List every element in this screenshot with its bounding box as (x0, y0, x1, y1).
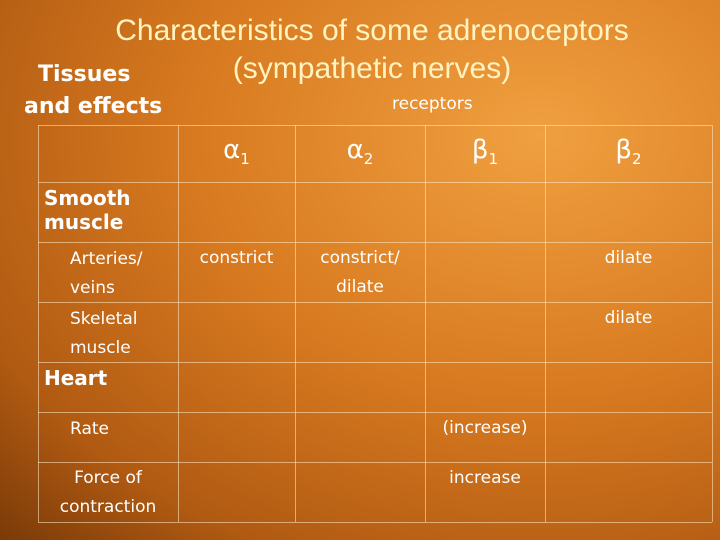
row-header-label: and effects (24, 94, 163, 119)
grid-line (545, 125, 546, 522)
title-line: (sympathetic nerves) (232, 52, 512, 85)
grid-line (38, 242, 712, 243)
column-header: α2 (295, 135, 425, 168)
receptor-symbol: α (346, 135, 364, 165)
title-line: Characteristics of some adrenoceptors (115, 14, 629, 47)
grid-line (38, 125, 712, 126)
label-line: veins (70, 278, 115, 298)
cell-line: dilate (604, 248, 653, 268)
grid-line (38, 182, 712, 183)
column-group-label: receptors (392, 94, 473, 114)
grid-line (295, 125, 296, 522)
cell-text: dilate (545, 244, 712, 273)
tissue-label: Arteries/veins (70, 245, 143, 303)
cell-line: dilate (336, 277, 384, 297)
grid-line (712, 125, 713, 522)
row-header-label: Tissues (38, 62, 131, 87)
grid-line (38, 412, 712, 413)
tissue-label: Force of contraction (38, 464, 178, 522)
cell-line: (increase) (442, 418, 528, 438)
cell-line: constrict (199, 248, 274, 268)
grid-line (38, 462, 712, 463)
receptor-subscript: 1 (240, 150, 250, 169)
cell-line: dilate (604, 308, 653, 328)
section-label: Heart (44, 366, 107, 390)
grid-line (38, 362, 712, 363)
cell-text: constrict (178, 244, 295, 273)
label-line: Arteries/ (70, 249, 143, 269)
cell-line: increase (449, 468, 521, 488)
label-line: Smooth (44, 186, 131, 210)
section-label: Smooth muscle (44, 186, 131, 234)
receptor-subscript: 1 (488, 150, 499, 169)
label-line: muscle (70, 338, 131, 358)
label-line: muscle (44, 210, 124, 234)
label-line: Skeletal (70, 309, 138, 329)
cell-text: (increase) (425, 414, 545, 443)
column-header: β2 (545, 135, 712, 168)
cell-text: increase (425, 464, 545, 493)
receptor-subscript: 2 (363, 150, 374, 169)
tissue-label: Rate (70, 415, 109, 444)
label-line: Rate (70, 419, 109, 439)
label-line: Heart (44, 366, 108, 390)
receptor-subscript: 2 (632, 150, 642, 169)
column-header: β1 (425, 135, 545, 168)
label-line: Force of (74, 468, 142, 488)
cell-text: dilate (545, 304, 712, 333)
cell-line: constrict/ (320, 248, 400, 268)
cell-text: constrict/dilate (295, 244, 425, 302)
column-header: α1 (178, 135, 295, 168)
grid-line (178, 125, 179, 522)
receptor-symbol: β (471, 135, 489, 165)
grid-line (38, 302, 712, 303)
grid-line (425, 125, 426, 522)
grid-line (38, 522, 712, 523)
receptor-symbol: β (615, 135, 633, 165)
tissue-label: Skeletal muscle (70, 305, 137, 363)
grid-line (38, 125, 39, 522)
receptor-symbol: α (223, 135, 241, 165)
label-line: contraction (59, 497, 157, 517)
